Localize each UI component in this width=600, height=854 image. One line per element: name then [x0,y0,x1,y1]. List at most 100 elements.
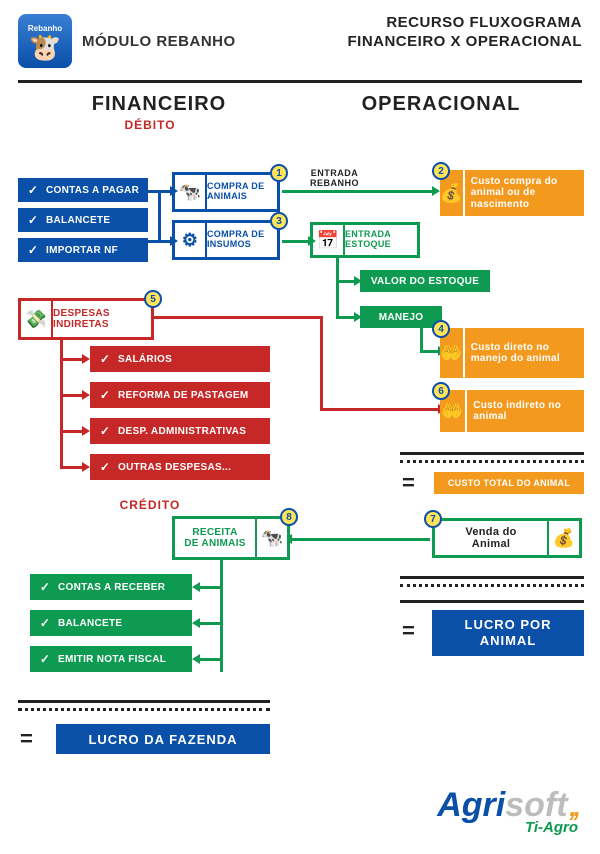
badge-7: 7 [424,510,442,528]
check-icon [98,460,112,474]
check-icon [38,616,52,630]
label-balancete: BALANCETE [46,215,110,226]
badge-6: 6 [432,382,450,400]
check-icon [98,352,112,366]
label-desp-admin: DESP. ADMINISTRATIVAS [118,426,246,437]
header: Rebanho 🐮 MÓDULO REBANHO RECURSO FLUXOGR… [0,0,600,76]
equals-icon: = [402,618,415,644]
logo-icon: Rebanho 🐮 [18,14,72,68]
cow-icon: 🐄 [255,519,287,557]
label-entrada-rebanho: ENTRADA REBANHO [310,168,359,188]
box-valor-estoque: VALOR DO ESTOQUE [360,270,490,292]
badge-2: 2 [432,162,450,180]
label-balancete-2: BALANCETE [58,618,122,629]
label-custo-total: CUSTO TOTAL DO ANIMAL [448,478,570,488]
arrow-segment [336,258,339,318]
arrow-segment [158,190,161,242]
arrow-segment [282,240,308,243]
item-desp-admin: DESP. ADMINISTRATIVAS [90,418,270,444]
badge-5: 5 [144,290,162,308]
item-importar-nf: IMPORTAR NF [18,238,148,262]
arrow-segment [320,316,323,410]
label-outras-despesas: OUTRAS DESPESAS... [118,462,231,473]
header-rule [18,80,582,83]
box-lucro-animal: LUCRO POR ANIMAL [432,610,584,656]
badge-1: 1 [270,164,288,182]
check-icon [38,652,52,666]
brand-accent-icon: ,, [570,792,578,822]
arrow-segment [320,408,438,411]
calendar-icon: 📅 [313,225,345,255]
page-title: RECURSO FLUXOGRAMA FINANCEIRO X OPERACIO… [347,14,582,52]
box-compra-insumos: ⚙ COMPRA DE INSUMOS [172,220,280,260]
section-credit: CRÉDITO [0,498,300,512]
item-outras-despesas: OUTRAS DESPESAS... [90,454,270,480]
box-compra-animais: 🐄 COMPRA DE ANIMAIS [172,172,280,212]
badge-4: 4 [432,320,450,338]
arrow-segment [220,560,223,672]
check-icon [38,580,52,594]
equals-icon: = [402,470,415,496]
box-manejo: MANEJO [360,306,442,328]
arrow-segment [154,316,322,319]
rule-dotted [18,708,270,711]
rule-dashed [400,452,584,455]
moneybag-icon: 💰 [547,521,579,555]
label-receita-animais: RECEITA DE ANIMAIS [175,527,255,549]
check-icon [26,183,40,197]
box-despesas-indiretas: 💸 DESPESAS INDIRETAS [18,298,154,340]
arrow-segment [60,430,82,433]
label-valor-estoque: VALOR DO ESTOQUE [371,276,479,287]
label-entrada-estoque: ENTRADA ESTOQUE [345,230,391,250]
arrow-segment [200,586,220,589]
cow-icon: 🐄 [175,175,207,209]
label-compra-animais: COMPRA DE ANIMAIS [207,182,264,202]
check-icon [26,213,40,227]
label-despesas-indiretas: DESPESAS INDIRETAS [53,308,110,330]
money-hand-icon: 💸 [21,301,53,337]
equals-icon: = [20,726,33,752]
item-emitir-nf: EMITIR NOTA FISCAL [30,646,192,672]
arrow-segment [60,466,82,469]
arrow-segment [336,280,354,283]
arrow-segment [420,350,438,353]
label-venda-animal: Venda do Animal [435,526,547,550]
rule-dashed [400,600,584,603]
label-custo-compra: Custo compra do animal ou de nascimento [471,176,584,211]
badge-8: 8 [280,508,298,526]
brand-logo: Agrisoft,, Ti-Agro [437,786,578,836]
box-entrada-estoque: 📅 ENTRADA ESTOQUE [310,222,420,258]
label-importar-nf: IMPORTAR NF [46,245,118,256]
label-compra-insumos: COMPRA DE INSUMOS [207,230,264,250]
col-financeiro: FINANCEIRO [18,93,300,116]
box-lucro-fazenda: LUCRO DA FAZENDA [56,724,270,754]
rule-dashed [18,700,270,703]
label-manejo: MANEJO [379,312,424,323]
arrow-segment [282,190,432,193]
box-venda-animal: Venda do Animal 💰 [432,518,582,558]
title-line-1: RECURSO FLUXOGRAMA [347,14,582,33]
title-line-2: FINANCEIRO X OPERACIONAL [347,33,582,52]
box-custo-direto: 🤲 Custo direto no manejo do animal [440,328,584,378]
item-reforma-pastagem: REFORMA DE PASTAGEM [90,382,270,408]
section-debit: DÉBITO [0,118,300,132]
badge-3: 3 [270,212,288,230]
arrow-segment [200,622,220,625]
arrow-segment [60,358,82,361]
rule-dotted [400,460,584,463]
item-contas-a-pagar: CONTAS A PAGAR [18,178,148,202]
item-balancete-2: BALANCETE [30,610,192,636]
box-custo-compra: 💰 Custo compra do animal ou de nasciment… [440,170,584,216]
label-reforma-pastagem: REFORMA DE PASTAGEM [118,390,249,401]
rule-dotted [400,584,584,587]
arrow-segment [336,316,354,319]
arrow-segment [420,328,423,352]
label-emitir-nf: EMITIR NOTA FISCAL [58,654,166,665]
arrow-segment [292,538,430,541]
check-icon [98,424,112,438]
label-custo-direto: Custo direto no manejo do animal [471,342,584,365]
column-titles: FINANCEIRO OPERACIONAL [0,93,600,116]
check-icon [98,388,112,402]
check-icon [26,243,40,257]
arrow-segment [200,658,220,661]
